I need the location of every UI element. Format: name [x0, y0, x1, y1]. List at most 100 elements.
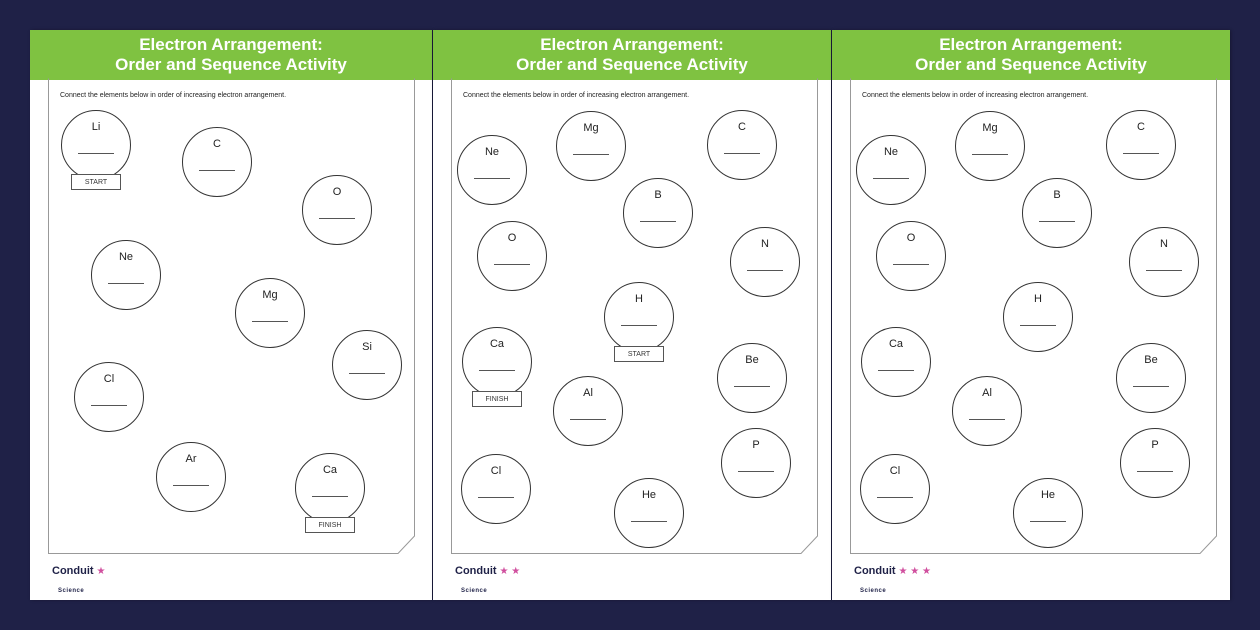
element-circle: Ne — [856, 135, 926, 205]
title-line-1: Electron Arrangement: — [540, 35, 724, 54]
answer-line[interactable] — [972, 154, 1008, 155]
finish-label: FINISH — [472, 391, 522, 407]
difficulty-stars-icon: ★ ★ — [499, 566, 521, 577]
element-symbol: C — [738, 121, 746, 133]
element-symbol: P — [752, 439, 760, 451]
element-circle: P — [1120, 428, 1190, 498]
element-symbol: N — [1160, 238, 1168, 250]
element-circle: C — [182, 127, 252, 197]
element-circle: Li — [61, 110, 131, 180]
element-circle: Al — [553, 376, 623, 446]
element-circle: He — [614, 478, 684, 548]
worksheet-page-2: Electron Arrangement: Order and Sequence … — [433, 30, 831, 600]
page-header: Electron Arrangement: Order and Sequence … — [433, 30, 831, 80]
answer-line[interactable] — [640, 221, 676, 222]
element-symbol: Mg — [262, 289, 278, 301]
answer-line[interactable] — [78, 153, 114, 154]
element-circle: N — [1129, 227, 1199, 297]
answer-line[interactable] — [893, 264, 929, 265]
element-symbol: P — [1151, 439, 1159, 451]
element-symbol: Be — [1144, 354, 1158, 366]
element-symbol: Ne — [118, 251, 134, 263]
element-circle: N — [730, 227, 800, 297]
element-symbol: O — [332, 186, 342, 198]
element-circle: C — [1106, 110, 1176, 180]
answer-line[interactable] — [734, 386, 770, 387]
answer-line[interactable] — [873, 178, 909, 179]
answer-line[interactable] — [1030, 521, 1066, 522]
element-symbol: Cl — [103, 373, 115, 385]
element-circle: Ca — [861, 327, 931, 397]
answer-line[interactable] — [621, 325, 657, 326]
element-circle: Ca — [295, 453, 365, 523]
element-circle: H — [1003, 282, 1073, 352]
finish-label: FINISH — [305, 517, 355, 533]
answer-line[interactable] — [173, 485, 209, 486]
element-symbol: C — [1137, 121, 1145, 133]
answer-line[interactable] — [479, 370, 515, 371]
title-line-1: Electron Arrangement: — [939, 35, 1123, 54]
answer-line[interactable] — [878, 370, 914, 371]
element-symbol: N — [761, 238, 769, 250]
answer-line[interactable] — [1137, 471, 1173, 472]
start-label: START — [71, 174, 121, 190]
element-circle: Cl — [860, 454, 930, 524]
worksheet-page-3: Electron Arrangement: Order and Sequence … — [832, 30, 1230, 600]
answer-line[interactable] — [108, 283, 144, 284]
element-circle: He — [1013, 478, 1083, 548]
element-symbol: Ca — [489, 338, 505, 350]
brand-name: Conduit — [52, 565, 94, 577]
element-circle: B — [1022, 178, 1092, 248]
brand-sub: Science — [860, 588, 887, 594]
brand-name: Conduit — [854, 565, 896, 577]
answer-line[interactable] — [312, 496, 348, 497]
answer-line[interactable] — [1020, 325, 1056, 326]
element-circle: Mg — [556, 111, 626, 181]
title-line-2: Order and Sequence Activity — [516, 55, 748, 74]
conduit-logo: Conduit ★ Science — [52, 561, 106, 597]
answer-line[interactable] — [747, 270, 783, 271]
element-symbol: Cl — [490, 465, 502, 477]
answer-line[interactable] — [877, 497, 913, 498]
answer-line[interactable] — [252, 321, 288, 322]
answer-line[interactable] — [969, 419, 1005, 420]
answer-line[interactable] — [1133, 386, 1169, 387]
element-symbol: B — [654, 189, 662, 201]
answer-line[interactable] — [738, 471, 774, 472]
brand-sub: Science — [58, 588, 85, 594]
answer-line[interactable] — [478, 497, 514, 498]
element-circle: Cl — [74, 362, 144, 432]
answer-line[interactable] — [1123, 153, 1159, 154]
conduit-logo: Conduit ★ ★ Science — [455, 561, 520, 597]
answer-line[interactable] — [474, 178, 510, 179]
element-circle: O — [302, 175, 372, 245]
element-circle: Be — [1116, 343, 1186, 413]
answer-line[interactable] — [91, 405, 127, 406]
answer-line[interactable] — [319, 218, 355, 219]
element-circle: Be — [717, 343, 787, 413]
element-symbol: H — [635, 293, 643, 305]
instruction-text: Connect the elements below in order of i… — [60, 92, 287, 99]
element-symbol: B — [1053, 189, 1061, 201]
answer-line[interactable] — [1039, 221, 1075, 222]
answer-line[interactable] — [494, 264, 530, 265]
answer-line[interactable] — [349, 373, 385, 374]
element-symbol: Si — [362, 341, 372, 353]
element-symbol: Al — [982, 387, 992, 399]
difficulty-stars-icon: ★ ★ ★ — [898, 566, 931, 577]
element-circle: Al — [952, 376, 1022, 446]
element-circle: B — [623, 178, 693, 248]
answer-line[interactable] — [631, 521, 667, 522]
answer-line[interactable] — [1146, 270, 1182, 271]
element-symbol: Mg — [982, 122, 998, 134]
answer-line[interactable] — [573, 154, 609, 155]
title-line-1: Electron Arrangement: — [139, 35, 323, 54]
element-symbol: Li — [91, 121, 101, 133]
answer-line[interactable] — [570, 419, 606, 420]
element-symbol: O — [906, 232, 916, 244]
answer-line[interactable] — [724, 153, 760, 154]
element-symbol: Ar — [185, 453, 197, 465]
title-line-2: Order and Sequence Activity — [915, 55, 1147, 74]
element-symbol: Al — [583, 387, 593, 399]
answer-line[interactable] — [199, 170, 235, 171]
